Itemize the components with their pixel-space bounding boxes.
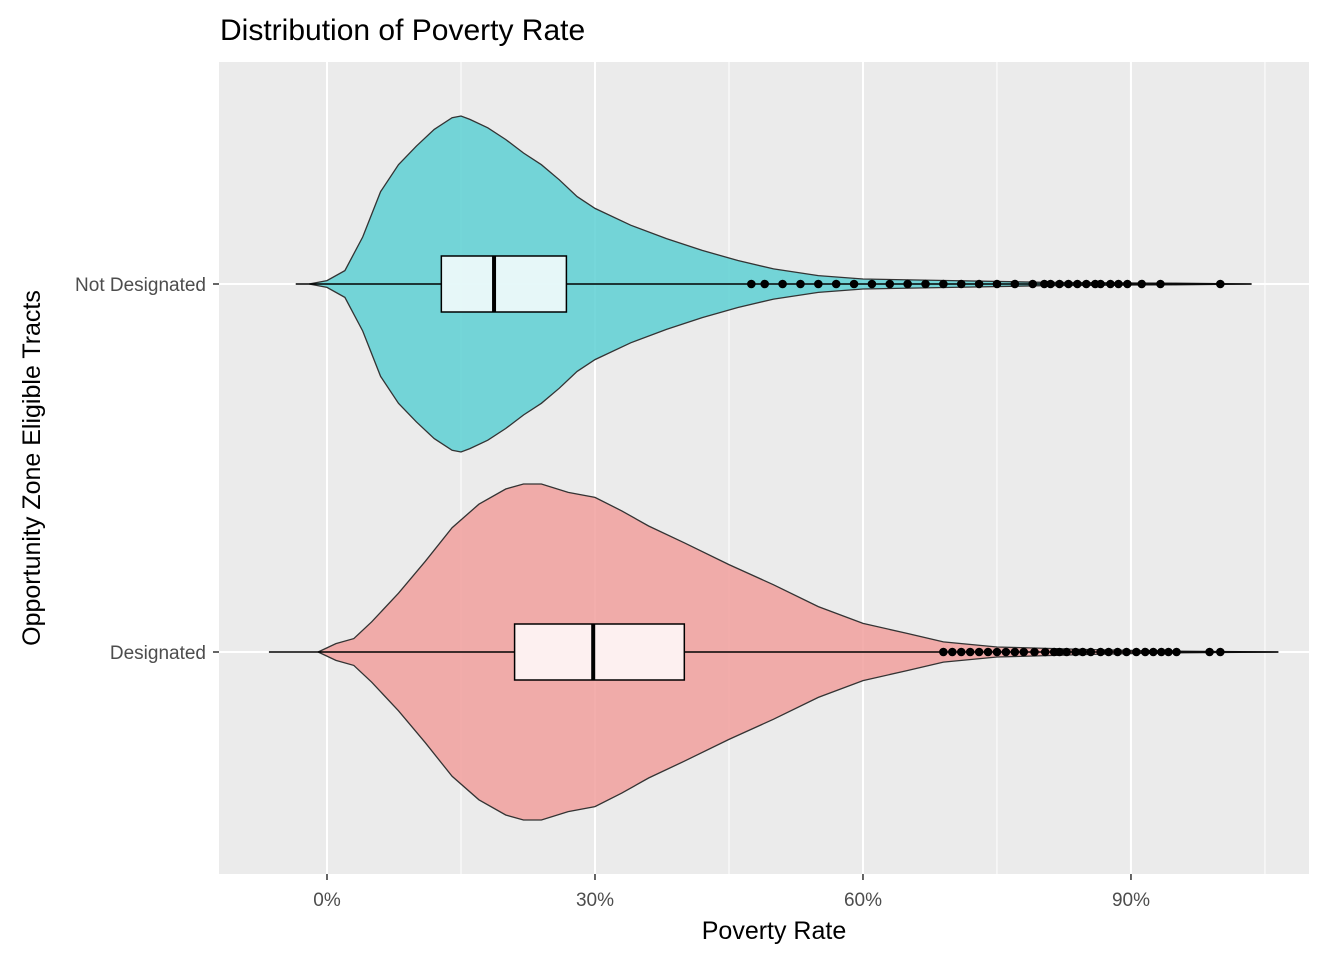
outlier-point	[1096, 279, 1105, 289]
outlier-point	[1140, 647, 1150, 657]
x-tick-label: 60%	[844, 890, 882, 911]
outlier-point	[1137, 279, 1146, 289]
outlier-point	[747, 279, 756, 289]
y-tick-label: Designated	[110, 643, 206, 664]
outlier-point	[796, 279, 805, 289]
outlier-point	[1055, 279, 1064, 289]
outlier-point	[867, 279, 877, 289]
outlier-point	[1019, 647, 1029, 657]
outlier-point	[778, 279, 787, 289]
outlier-point	[992, 647, 1002, 657]
outlier-point	[1216, 279, 1225, 289]
x-axis-title: Poverty Rate	[702, 917, 847, 945]
outlier-point	[1114, 279, 1123, 289]
outlier-point	[1071, 647, 1080, 657]
outlier-point	[1030, 647, 1039, 657]
outlier-point	[1216, 647, 1225, 657]
outlier-point	[831, 279, 841, 289]
outlier-point	[814, 279, 823, 289]
outlier-point	[1040, 647, 1050, 657]
outlier-point	[1164, 647, 1173, 657]
outlier-point	[983, 647, 993, 657]
outlier-point	[1073, 279, 1082, 289]
outlier-point	[1123, 279, 1132, 289]
outlier-point	[921, 279, 930, 289]
outlier-point	[1132, 647, 1141, 657]
outlier-point	[1113, 647, 1122, 657]
y-tick-label: Not Designated	[75, 275, 206, 296]
plot-panel	[219, 62, 1309, 874]
outlier-point	[1156, 279, 1165, 289]
outlier-point	[849, 279, 859, 289]
outlier-point	[1205, 647, 1214, 657]
outlier-point	[760, 279, 770, 289]
outlier-point	[956, 647, 966, 657]
outlier-point	[1028, 279, 1038, 289]
outlier-point	[1010, 647, 1020, 657]
chart-title: Distribution of Poverty Rate	[220, 14, 585, 47]
violin-group	[295, 115, 1252, 453]
outlier-point	[1104, 647, 1113, 657]
outlier-point	[965, 647, 975, 657]
x-tick-label: 30%	[576, 890, 614, 911]
outlier-point	[1001, 647, 1011, 657]
outlier-point	[1106, 279, 1115, 289]
violin-group	[268, 483, 1279, 821]
outlier-point	[1062, 647, 1071, 657]
y-axis: Not Designated Designated	[75, 275, 219, 664]
y-axis-title: Opportunity Zone Eligible Tracts	[18, 290, 46, 646]
outlier-point	[1082, 279, 1091, 289]
x-axis: 0% 30% 60% 90%	[313, 874, 1150, 911]
outlier-point	[974, 647, 984, 657]
outlier-point	[1078, 647, 1088, 657]
outlier-point	[939, 647, 948, 657]
outlier-point	[903, 279, 912, 289]
x-tick-label: 0%	[313, 890, 341, 911]
outlier-point	[885, 279, 895, 289]
outlier-point	[1172, 647, 1181, 657]
outlier-point	[948, 647, 957, 657]
outlier-point	[992, 279, 1002, 289]
outlier-point	[1149, 647, 1158, 657]
outlier-point	[1096, 647, 1105, 657]
violins	[268, 115, 1279, 821]
box-iqr	[440, 255, 568, 313]
outlier-point	[1010, 279, 1020, 289]
outlier-point	[1157, 647, 1166, 657]
outlier-point	[939, 279, 948, 289]
outlier-point	[1086, 647, 1096, 657]
x-tick-label: 90%	[1112, 890, 1150, 911]
outlier-point	[1064, 279, 1073, 289]
outlier-point	[1046, 279, 1055, 289]
box-iqr	[513, 623, 686, 681]
outlier-point	[1055, 647, 1064, 657]
outlier-point	[1040, 279, 1049, 289]
outlier-point	[956, 279, 966, 289]
outlier-point	[1122, 647, 1131, 657]
outlier-point	[974, 279, 984, 289]
